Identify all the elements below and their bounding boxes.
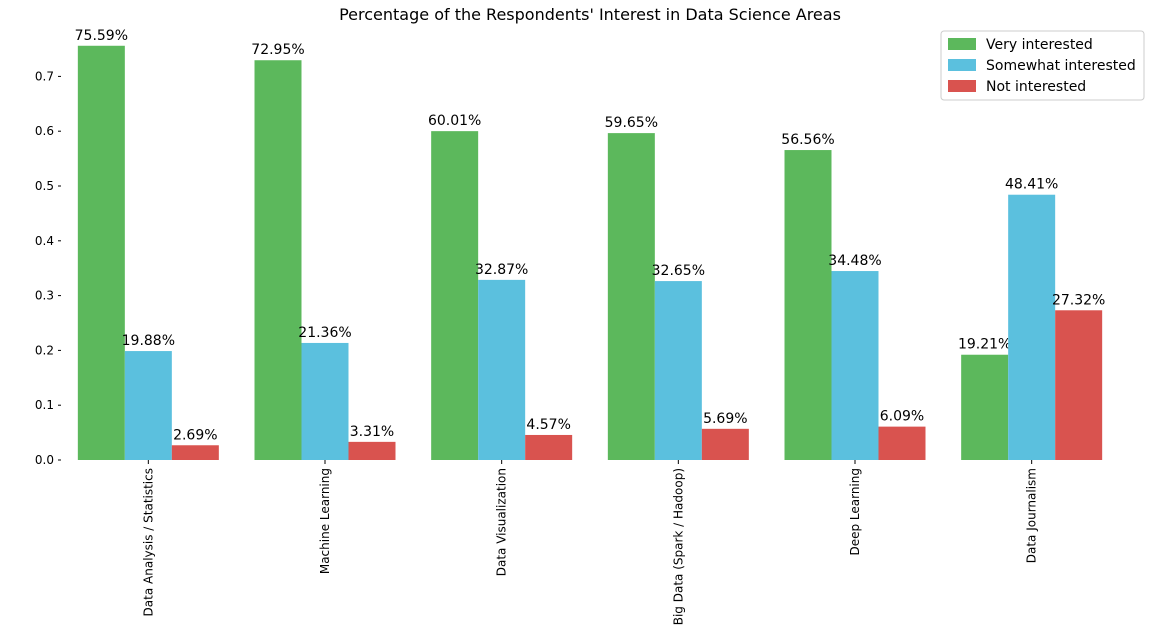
bar-value-label: 34.48% — [828, 253, 881, 269]
legend: Very interested Somewhat interested Not in… — [940, 30, 1145, 101]
bar-not-interested — [525, 434, 573, 460]
plot-area: 0.0 0.1 0.2 0.3 0.4 0.5 0.6 0.7 75.59% 19.88% 2.69… — [35, 28, 1105, 625]
bar-value-label: 5.69% — [703, 411, 747, 427]
bar-value-label: 19.21% — [958, 337, 1011, 353]
y-tick-label: 0.2 — [35, 343, 54, 357]
legend-swatch — [948, 80, 976, 92]
y-tick-label: 0.5 — [35, 179, 54, 193]
x-tick-label: Data Analysis / Statistics — [141, 468, 155, 616]
bar-value-label: 2.69% — [173, 427, 217, 443]
bar-value-label: 59.65% — [605, 115, 658, 131]
bar-not-interested — [171, 445, 219, 460]
bar-value-label: 27.32% — [1052, 292, 1105, 308]
y-tick-label: 0.6 — [35, 124, 54, 138]
legend-swatch — [948, 38, 976, 50]
bar-very-interested — [77, 45, 125, 461]
legend-swatch — [948, 59, 976, 71]
bar-value-label: 60.01% — [428, 113, 481, 129]
bar-not-interested — [701, 428, 749, 460]
legend-label: Somewhat interested — [986, 58, 1136, 74]
bar-somewhat-interested — [478, 279, 526, 460]
legend-label: Very interested — [986, 37, 1093, 53]
bar-value-label: 75.59% — [75, 28, 128, 44]
bar-somewhat-interested — [831, 271, 879, 460]
y-tick-label: 0.0 — [35, 453, 54, 467]
y-tick-label: 0.1 — [35, 398, 54, 412]
y-tick-label: 0.4 — [35, 234, 54, 248]
x-tick-label: Machine Learning — [318, 468, 332, 574]
chart-title: Percentage of the Respondents' Interest … — [339, 5, 841, 24]
bar-very-interested — [254, 60, 302, 460]
x-tick-label: Big Data (Spark / Hadoop) — [671, 468, 685, 625]
x-tick-label: Deep Learning — [848, 468, 862, 556]
bar-somewhat-interested — [1008, 194, 1056, 460]
legend-label: Not interested — [986, 79, 1086, 95]
legend-frame — [940, 30, 1145, 101]
bar-value-label: 19.88% — [122, 333, 175, 349]
bar-very-interested — [607, 133, 655, 461]
bar-very-interested — [784, 150, 832, 460]
bar-value-label: 6.09% — [880, 409, 924, 425]
bar-value-label: 3.31% — [350, 424, 394, 440]
bar-not-interested — [348, 441, 396, 460]
bar-value-label: 72.95% — [251, 42, 304, 58]
bar-value-label: 32.87% — [475, 262, 528, 278]
bar-somewhat-interested — [124, 351, 172, 460]
bar-value-label: 21.36% — [298, 325, 351, 341]
bar-value-label: 4.57% — [526, 417, 570, 433]
bar-somewhat-interested — [654, 281, 702, 460]
x-tick-label: Data Visualization — [495, 468, 509, 576]
bar-very-interested — [961, 354, 1009, 460]
bar-value-label: 32.65% — [652, 263, 705, 279]
bar-very-interested — [431, 131, 479, 460]
bar-value-label: 56.56% — [781, 132, 834, 148]
y-tick-label: 0.3 — [35, 289, 54, 303]
bar-value-label: 48.41% — [1005, 177, 1058, 193]
y-tick-label: 0.7 — [35, 69, 54, 83]
x-tick-label: Data Journalism — [1025, 468, 1039, 563]
bar-not-interested — [1055, 310, 1103, 460]
bar-somewhat-interested — [301, 342, 349, 460]
bar-not-interested — [878, 426, 926, 460]
